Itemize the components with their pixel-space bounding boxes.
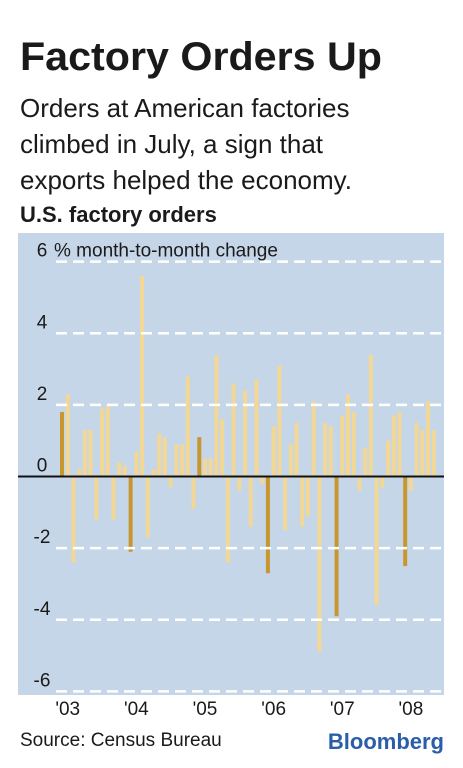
bar (374, 476, 379, 606)
bar (243, 390, 248, 477)
bar (305, 476, 310, 516)
y-tick-label: 0 (37, 456, 48, 477)
bar (145, 476, 150, 538)
bar (368, 354, 373, 477)
bar (220, 419, 225, 477)
y-axis-label: % month-to-month change (54, 241, 278, 262)
y-tick-label: -4 (34, 599, 51, 620)
y-tick-label: 4 (37, 312, 48, 333)
bar (363, 447, 368, 477)
bar (311, 401, 316, 477)
bar (317, 476, 322, 653)
bar (168, 476, 173, 488)
bar (94, 476, 99, 520)
x-tick-label: '06 (261, 699, 286, 720)
bar (277, 365, 282, 477)
x-tick-label: '07 (330, 699, 355, 720)
y-tick-label: -6 (34, 670, 51, 691)
subtitle-line: climbed in July, a sign that (20, 129, 324, 159)
x-tick-label: '03 (55, 699, 80, 720)
bar (151, 469, 156, 477)
bar (323, 422, 328, 477)
bar (294, 422, 299, 477)
bar (65, 394, 70, 477)
subtitle-line: Orders at American factories (20, 93, 349, 123)
y-tick-label: -2 (34, 527, 51, 548)
bar (260, 476, 265, 484)
bar (426, 401, 431, 477)
bar (77, 469, 82, 477)
source: Source: Census Bureau (20, 730, 222, 751)
bar (351, 412, 356, 477)
bar (346, 394, 350, 477)
bar (134, 451, 139, 477)
bar (414, 422, 419, 477)
bar (208, 458, 213, 477)
bar (203, 458, 207, 477)
plot-background (18, 233, 444, 695)
bar (100, 408, 105, 477)
bar (408, 476, 413, 491)
bar (157, 433, 162, 477)
bar (288, 444, 293, 477)
bar (386, 440, 391, 477)
bar (248, 476, 253, 527)
bar (140, 275, 145, 477)
bar (225, 476, 230, 563)
bar (300, 476, 305, 527)
bar (283, 476, 288, 531)
bar (214, 354, 219, 477)
bar (334, 476, 339, 617)
bar (71, 476, 76, 563)
subtitle-line: exports helped the economy. (20, 165, 352, 195)
bar (180, 444, 185, 477)
bar (431, 429, 436, 477)
chart-title: Factory Orders Up (20, 35, 382, 79)
bar (231, 383, 236, 477)
bar (420, 429, 425, 477)
bar (128, 476, 133, 552)
bar (162, 437, 167, 477)
bar (197, 437, 202, 477)
bar (88, 429, 93, 477)
bar (391, 415, 396, 477)
bar (105, 404, 110, 477)
bar (265, 476, 270, 574)
bar (397, 412, 402, 477)
bar (237, 476, 242, 491)
bar (191, 476, 196, 509)
bar (340, 415, 345, 477)
x-tick-label: '08 (399, 699, 424, 720)
y-tick-label: 2 (37, 384, 48, 405)
bar (403, 476, 408, 567)
bar (60, 412, 64, 477)
brand: Bloomberg (328, 729, 444, 754)
bar (254, 379, 259, 477)
bar (122, 465, 127, 477)
bar (380, 476, 385, 488)
bar (82, 429, 87, 477)
y-tick-label: 6 (37, 241, 48, 262)
bar (271, 426, 276, 477)
bar (328, 426, 333, 477)
bar (111, 476, 116, 520)
bar (185, 376, 190, 477)
bar (357, 476, 362, 491)
bar (174, 444, 179, 477)
bar (117, 462, 122, 477)
x-tick-label: '04 (124, 699, 149, 720)
x-tick-label: '05 (193, 699, 218, 720)
chart-subtitle: U.S. factory orders (20, 202, 217, 227)
